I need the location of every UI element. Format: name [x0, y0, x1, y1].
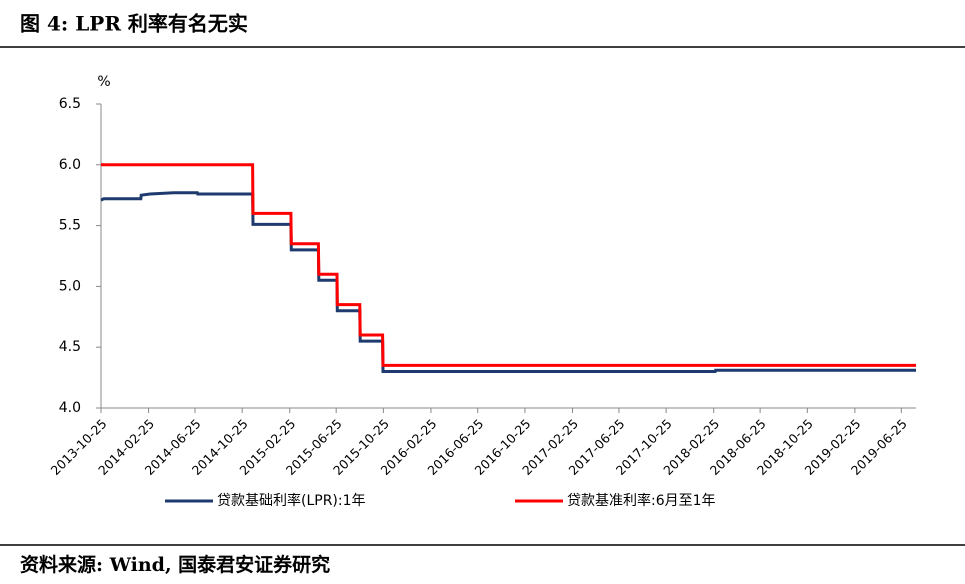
- y-tick-label: 5.5: [59, 218, 81, 234]
- figure-title: 图 4: LPR 利率有名无实: [20, 12, 248, 36]
- y-axis-label: %: [97, 74, 110, 90]
- y-tick-label: 4.0: [59, 400, 81, 416]
- legend-label: 贷款基础利率(LPR):1年: [217, 492, 366, 509]
- y-tick-label: 6.5: [59, 96, 81, 112]
- series-line: [100, 191, 916, 373]
- series-line: [101, 163, 916, 367]
- y-tick-label: 5.0: [59, 278, 81, 294]
- y-tick-label: 4.5: [59, 339, 81, 355]
- y-tick-label: 6.0: [59, 157, 81, 173]
- source-note: 资料来源: Wind, 国泰君安证券研究: [20, 553, 330, 576]
- legend-label: 贷款基准利率:6月至1年: [567, 492, 716, 509]
